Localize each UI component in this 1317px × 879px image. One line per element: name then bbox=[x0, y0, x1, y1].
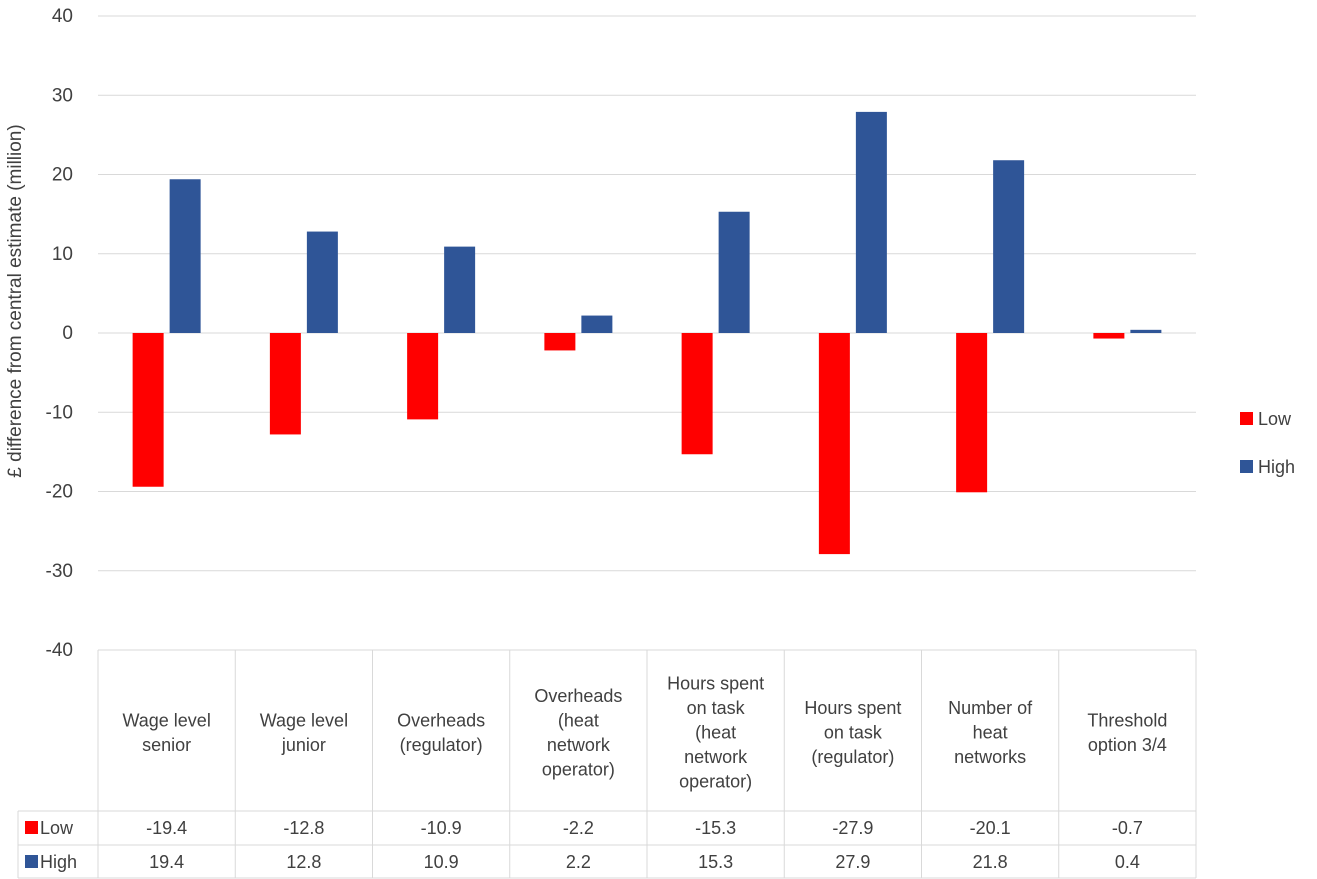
legend: Low High bbox=[1240, 409, 1295, 477]
table-value: 12.8 bbox=[286, 852, 321, 872]
y-tick-label: 0 bbox=[62, 323, 73, 344]
table-value: 19.4 bbox=[149, 852, 184, 872]
bar-high-7 bbox=[993, 160, 1025, 333]
bar-high-8 bbox=[1130, 329, 1162, 333]
bar-low-1 bbox=[132, 333, 164, 487]
bar-low-4 bbox=[544, 333, 576, 351]
category-label: Overheads bbox=[397, 710, 485, 730]
category-label: on task bbox=[824, 723, 883, 743]
bars bbox=[132, 111, 1162, 555]
y-tick-label: 20 bbox=[52, 165, 73, 186]
category-label: senior bbox=[142, 735, 191, 755]
category-label: network bbox=[547, 735, 611, 755]
gridlines bbox=[98, 15, 1196, 572]
y-tick-label: -30 bbox=[46, 561, 73, 582]
y-tick-label: -20 bbox=[46, 482, 73, 503]
category-label: networks bbox=[954, 747, 1026, 767]
table-series-name: Low bbox=[40, 818, 74, 838]
legend-label: High bbox=[1258, 457, 1295, 477]
category-label: (heat bbox=[558, 710, 599, 730]
category-label: (heat bbox=[695, 723, 736, 743]
category-label: (regulator) bbox=[400, 735, 483, 755]
y-tick-label: 30 bbox=[52, 85, 73, 106]
category-label: operator) bbox=[542, 759, 615, 779]
table-value: 2.2 bbox=[566, 852, 591, 872]
category-label: Threshold bbox=[1087, 710, 1167, 730]
category-label: option 3/4 bbox=[1088, 735, 1167, 755]
category-label: network bbox=[684, 747, 748, 767]
category-label: Hours spent bbox=[667, 674, 764, 694]
table-value: 27.9 bbox=[835, 852, 870, 872]
bar-low-7 bbox=[956, 333, 988, 493]
bar-high-3 bbox=[444, 246, 476, 333]
table-legend-key bbox=[25, 821, 38, 834]
legend-label: Low bbox=[1258, 409, 1292, 429]
table-value: 21.8 bbox=[973, 852, 1008, 872]
category-label: Hours spent bbox=[804, 698, 901, 718]
data-table: Wage level senior Wage level junior Overhead… bbox=[17, 649, 1197, 879]
y-axis-label: £ difference from central estimate (mill… bbox=[5, 124, 26, 477]
bar-high-2 bbox=[306, 231, 338, 333]
bar-low-8 bbox=[1093, 333, 1125, 339]
table-series-name: High bbox=[40, 852, 77, 872]
category-label: heat bbox=[973, 723, 1008, 743]
table-value: -15.3 bbox=[695, 818, 736, 838]
y-tick-label: 10 bbox=[52, 244, 73, 265]
table-value: 10.9 bbox=[424, 852, 459, 872]
category-label: Wage level bbox=[122, 710, 210, 730]
table-value: -0.7 bbox=[1112, 818, 1143, 838]
table-value: 15.3 bbox=[698, 852, 733, 872]
table-value: -12.8 bbox=[283, 818, 324, 838]
table-value: -2.2 bbox=[563, 818, 594, 838]
y-tick-label: -40 bbox=[46, 640, 73, 661]
table-legend-key bbox=[25, 855, 38, 868]
bar-low-2 bbox=[269, 333, 301, 435]
table-value: -19.4 bbox=[146, 818, 187, 838]
bar-low-3 bbox=[407, 333, 439, 420]
table-value: -10.9 bbox=[421, 818, 462, 838]
legend-key bbox=[1240, 460, 1253, 473]
category-label: junior bbox=[281, 735, 326, 755]
table-value: -27.9 bbox=[832, 818, 873, 838]
category-label: on task bbox=[687, 698, 746, 718]
category-label: operator) bbox=[679, 772, 752, 792]
table-value: -20.1 bbox=[970, 818, 1011, 838]
category-label: Overheads bbox=[534, 686, 622, 706]
bar-high-1 bbox=[169, 179, 201, 333]
category-label: Wage level bbox=[260, 710, 348, 730]
table-value: 0.4 bbox=[1115, 852, 1140, 872]
bar-high-6 bbox=[855, 111, 887, 333]
y-tick-label: 40 bbox=[52, 6, 73, 27]
bar-low-6 bbox=[818, 333, 850, 555]
bar-low-5 bbox=[681, 333, 713, 455]
legend-key bbox=[1240, 412, 1253, 425]
bar-high-5 bbox=[718, 211, 750, 333]
y-tick-label: -10 bbox=[46, 402, 73, 423]
category-label: Number of bbox=[948, 698, 1033, 718]
y-axis-ticks: 40 30 20 10 0 -10 -20 -30 -40 bbox=[46, 6, 73, 661]
bar-high-4 bbox=[581, 315, 613, 333]
category-label: (regulator) bbox=[811, 747, 894, 767]
